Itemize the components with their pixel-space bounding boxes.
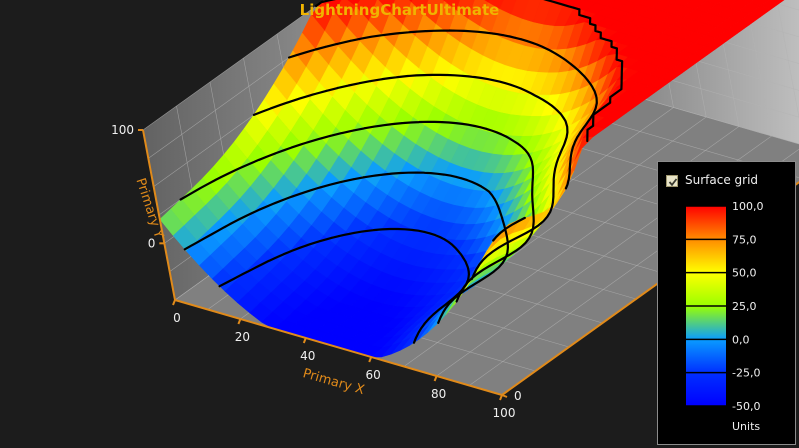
color-scale-label: -25,0 (732, 367, 760, 380)
x-tick-label: 60 (366, 368, 381, 382)
x-tick-label: 0 (173, 311, 181, 325)
z-tick (501, 394, 508, 398)
x-tick (368, 356, 373, 363)
contour-line (179, 120, 535, 303)
surface-grid-checkbox[interactable] (666, 175, 678, 187)
x-tick-label: 40 (300, 349, 315, 363)
y-tick-label: 100 (111, 123, 134, 137)
x-tick-label: 20 (235, 330, 250, 344)
contour-line (218, 227, 470, 344)
color-scale: -50,0 -25,0 0,0 25,0 50,0 75,0 100,0 (686, 200, 764, 413)
color-scale-label: -50,0 (732, 400, 760, 413)
legend-series-name: Surface grid (685, 173, 759, 187)
x-tick (302, 337, 307, 344)
y-axis-line (142, 129, 176, 301)
x-tick (433, 375, 438, 382)
contour-line (315, 0, 624, 143)
contour-lines (179, 0, 624, 344)
check-icon (668, 178, 678, 187)
color-scale-label: 50,0 (732, 267, 757, 280)
y-tick-label: 0 (148, 236, 156, 250)
x-tick-label: 80 (431, 387, 446, 401)
grid-line (671, 0, 799, 38)
contour-line (252, 73, 569, 281)
legend-units: Units (732, 420, 761, 433)
chart-title: LightningChartUltimate (299, 1, 500, 19)
legend-box: Surface grid -50,0 -25,0 0,0 25,0 50,0 75,0 10… (657, 161, 796, 445)
grid-line (142, 0, 325, 131)
color-scale-label: 100,0 (732, 200, 764, 213)
x-tick (237, 318, 242, 325)
z-tick-label: 0 (514, 389, 522, 403)
x-tick-label: 100 (493, 406, 516, 420)
contour-line (183, 171, 509, 324)
x-tick (172, 299, 176, 306)
color-scale-label: 0,0 (732, 333, 750, 346)
color-scale-label: 25,0 (732, 300, 757, 313)
contour-line (288, 29, 598, 242)
color-scale-label: 75,0 (732, 233, 757, 246)
x-axis-line (174, 299, 503, 396)
x-axis-title: Primary X (301, 366, 366, 398)
